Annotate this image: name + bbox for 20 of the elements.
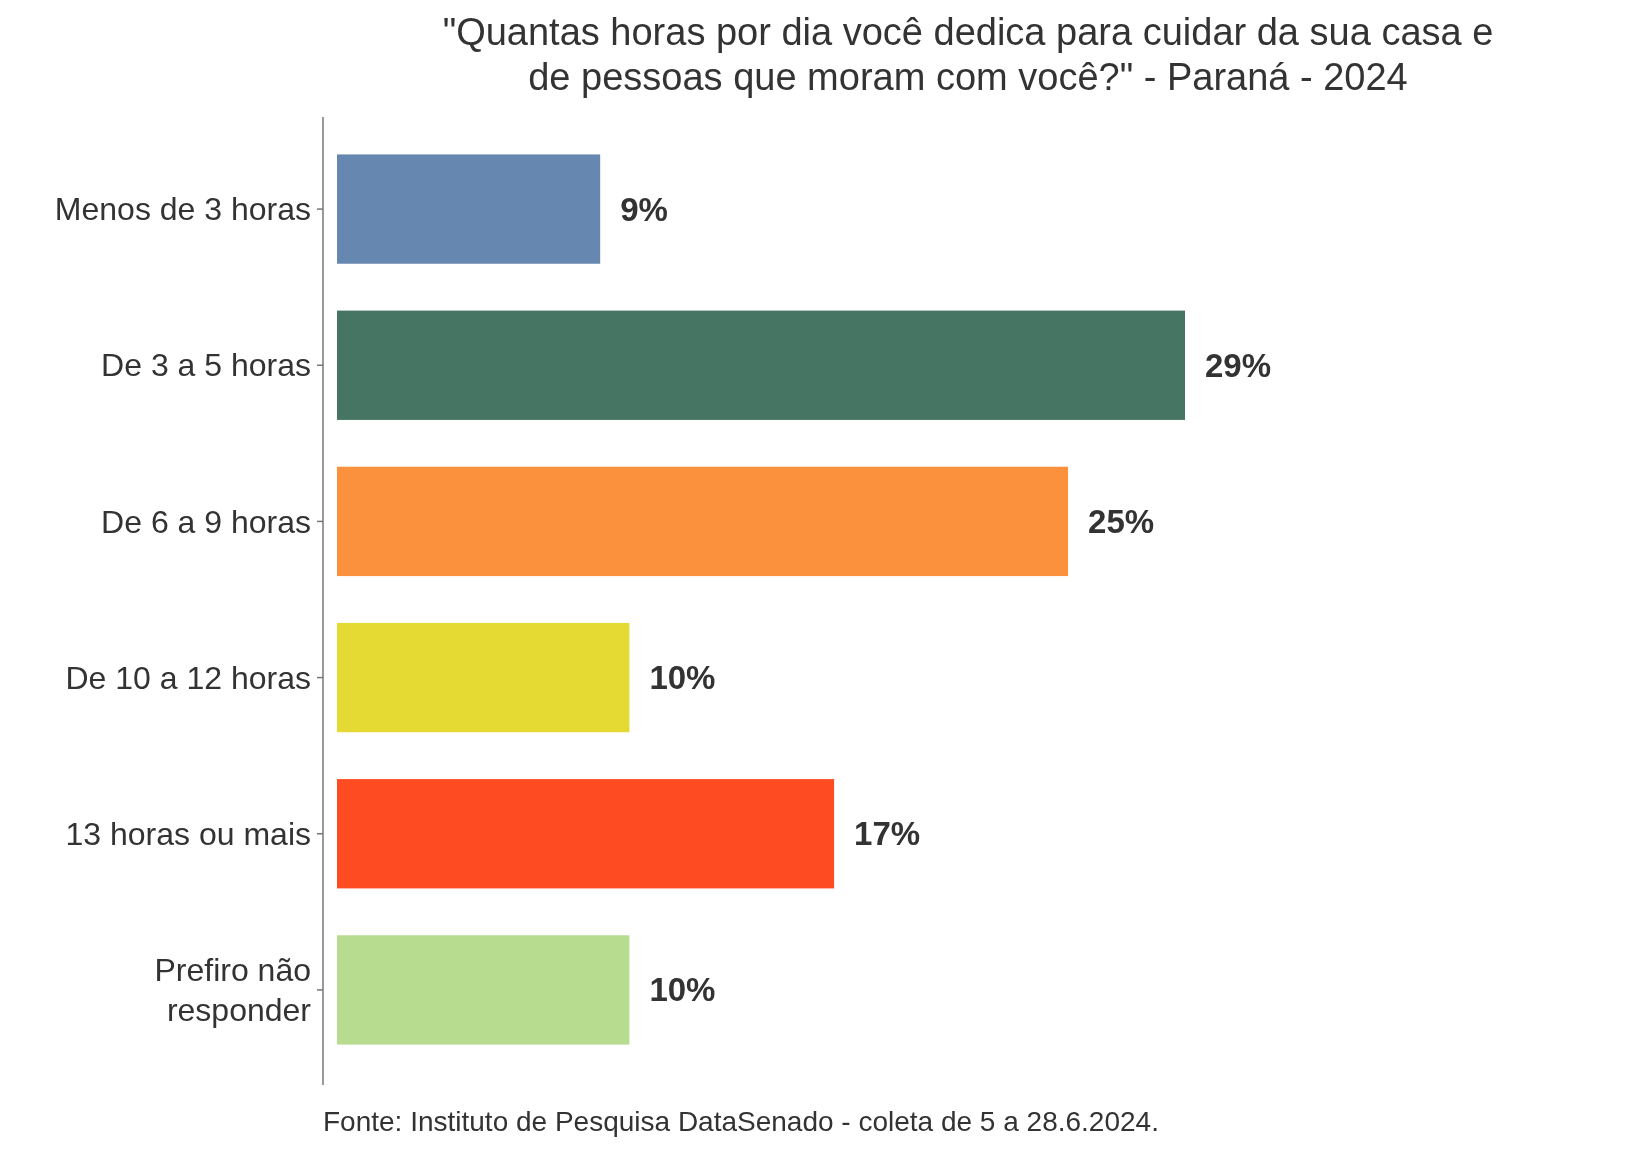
data-label: 17%	[854, 815, 921, 853]
y-tick-label: Menos de 3 horas	[54, 191, 311, 228]
data-label: 9%	[620, 190, 668, 228]
y-tick-label: 13 horas ou mais	[65, 815, 311, 852]
y-tick-label: De 3 a 5 horas	[101, 347, 311, 384]
data-label: 25%	[1088, 502, 1155, 540]
bar	[337, 310, 1185, 420]
data-label: 29%	[1205, 346, 1272, 384]
chart-title: "Quantas horas por dia você dedica para cuidar da sua casa e de pessoas que moram com você?" - Paraná - 2024	[442, 11, 1494, 98]
data-label: 10%	[649, 659, 716, 697]
source-note: Fonte: Instituto de Pesquisa DataSenado - coleta de 5 a 28.6.2024.	[323, 1106, 1159, 1137]
y-tick-label: De 10 a 12 horas	[65, 659, 311, 696]
bar	[337, 154, 601, 264]
y-tick-label: Prefiro não responder	[154, 952, 312, 1029]
y-tick-label: De 6 a 9 horas	[101, 503, 311, 540]
bar	[337, 466, 1069, 577]
bar	[337, 779, 835, 889]
bar	[337, 622, 630, 733]
data-label: 10%	[649, 971, 716, 1009]
bar	[337, 935, 630, 1045]
